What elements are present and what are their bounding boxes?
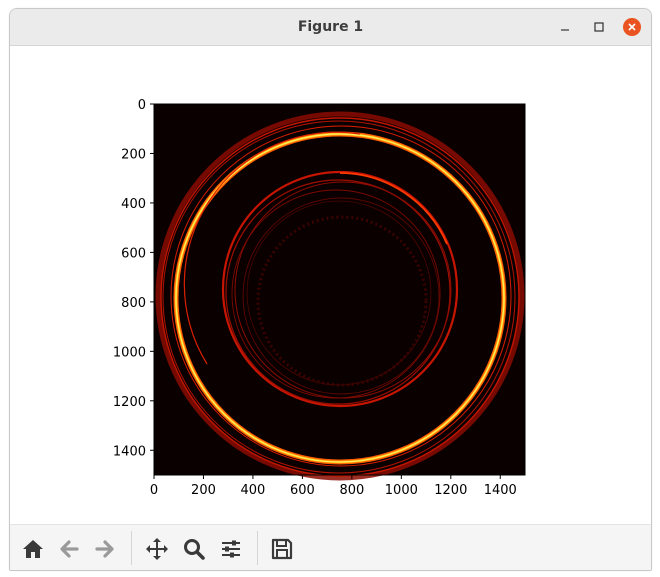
inner-ring-4 [231,189,441,399]
inner-ring-6 [246,200,432,386]
y-tick-label: 1400 [113,444,146,459]
pan-icon[interactable] [144,536,170,562]
close-icon [628,23,636,31]
y-tick-label: 600 [121,246,146,261]
y-tick-label: 800 [121,296,146,311]
inner-ring-2 [225,179,451,405]
x-tick-label: 1400 [484,483,517,498]
y-tick-label: 400 [121,197,146,212]
toolbar-separator [131,531,132,565]
x-axis: 0 200 400 600 800 1000 1200 1400 [150,475,517,498]
secondary-ring [170,125,512,467]
x-tick-label: 1000 [385,483,418,498]
forward-arrow-icon[interactable] [92,536,118,562]
diffraction-rings [155,111,525,481]
back-arrow-icon[interactable] [56,536,82,562]
window-title: Figure 1 [297,19,364,35]
inner-ring-highlight [339,172,448,245]
inner-ring-outer [221,170,459,408]
minimize-button[interactable] [556,18,574,36]
title-bar[interactable]: Figure 1 [10,9,651,46]
figure-window: Figure 1 [9,8,652,571]
y-tick-label: 1000 [113,345,146,360]
y-tick-label: 0 [138,98,146,113]
y-axis: 0 200 400 600 800 1000 1200 1400 [113,98,154,459]
close-button[interactable] [623,18,641,36]
bright-ring-core [175,133,505,463]
zoom-icon[interactable] [181,536,207,562]
plot-svg[interactable]: 0 200 400 600 800 1000 1200 1400 0 200 400 600 800 1… [10,46,651,524]
axes-frame [153,103,526,476]
x-tick-label: 800 [339,483,364,498]
navigation-toolbar [10,524,651,570]
inner-ring-5 [242,197,440,395]
partial-arc [183,131,361,365]
x-tick-label: 0 [150,483,158,498]
x-tick-label: 200 [191,483,216,498]
y-tick-label: 200 [121,147,146,162]
x-tick-label: 1200 [434,483,467,498]
outer-ring-edge [160,117,520,477]
inner-ring-diffuse [256,215,428,387]
x-tick-label: 600 [290,483,315,498]
save-icon[interactable] [269,536,295,562]
maximize-button[interactable] [590,18,608,36]
outer-ring-edge-2 [162,120,516,474]
figure-canvas[interactable]: 0 200 400 600 800 1000 1200 1400 0 200 400 600 800 1… [10,46,651,524]
configure-subplots-icon[interactable] [218,536,244,562]
outer-ring-halo [155,111,525,481]
y-tick-label: 1200 [113,395,146,410]
home-icon[interactable] [20,536,46,562]
toolbar-separator [257,531,258,565]
x-tick-label: 400 [241,483,266,498]
